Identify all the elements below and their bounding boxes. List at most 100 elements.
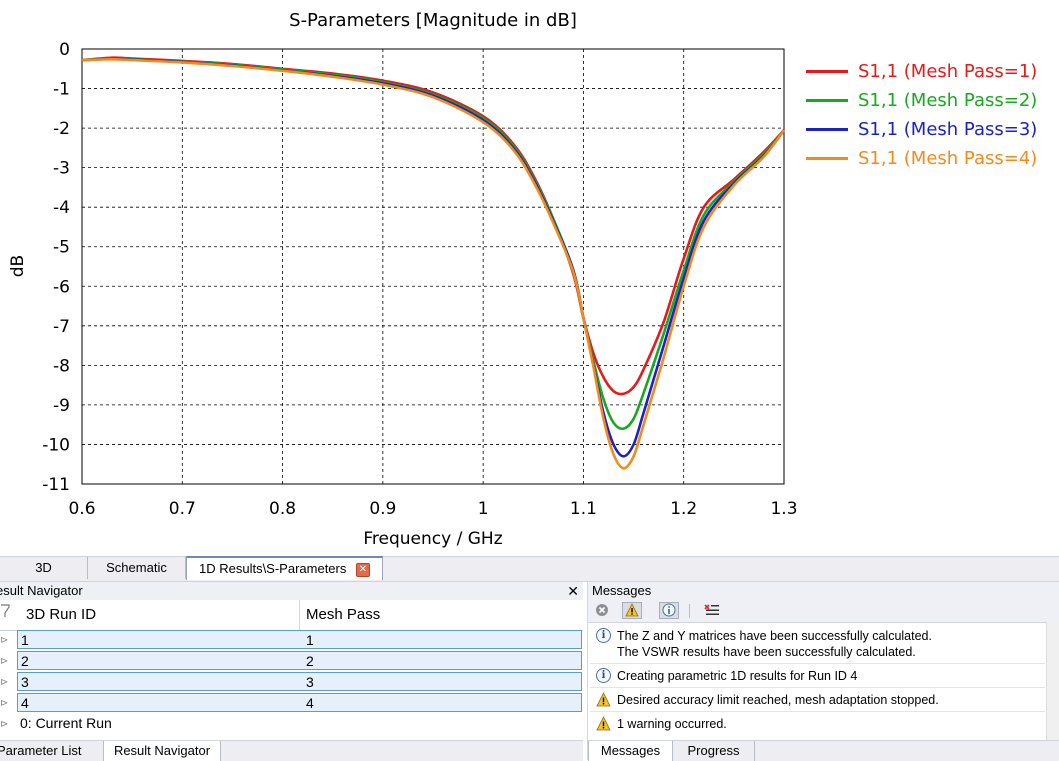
pin-icon[interactable]: ⊳	[0, 698, 9, 709]
pin-icon[interactable]: ⊳	[0, 635, 9, 646]
message-text: Desired accuracy limit reached, mesh ada…	[617, 693, 939, 707]
y-tick-label: -5	[53, 238, 70, 258]
legend-label: S1,1 (Mesh Pass=2)	[858, 90, 1038, 111]
tab-parameter-list[interactable]: Parameter List	[0, 741, 103, 761]
chart-legend: S1,1 (Mesh Pass=1) S1,1 (Mesh Pass=2) S1…	[806, 57, 1037, 173]
x-tick-label: 0.9	[369, 499, 396, 519]
panel-title: Messages	[588, 582, 1059, 600]
y-tick-label: -6	[53, 277, 70, 297]
s-parameter-chart[interactable]: 0.6 0.7 0.8 0.9 1 1.1 1.2 1.3 0 -1 -2 -3 -4 -5 -6 -7 -8 -…	[0, 0, 1059, 556]
tab-label: 3D	[35, 560, 52, 575]
toolbar-divider	[689, 604, 690, 618]
cell-mesh-pass: 4	[306, 695, 314, 711]
y-tick-label: -10	[42, 435, 70, 455]
messages-toolbar	[588, 600, 1059, 623]
y-tick-label: -11	[42, 475, 70, 495]
navigator-table-header: 3D Run ID Mesh Pass	[0, 600, 583, 631]
x-tick-label: 1.3	[770, 499, 797, 519]
tab-label: Parameter List	[0, 743, 82, 758]
chart-title: S-Parameters [Magnitude in dB]	[289, 10, 577, 31]
messages-scrollbar[interactable]	[1046, 622, 1059, 740]
x-tick-label: 1	[478, 499, 489, 519]
column-header-mesh-pass[interactable]: Mesh Pass	[306, 606, 381, 623]
x-axis-label: Frequency / GHz	[363, 529, 502, 549]
legend-label: S1,1 (Mesh Pass=3)	[858, 119, 1038, 140]
y-tick-label: -2	[53, 119, 70, 139]
navigator-bottom-tabs: Parameter List Result Navigator	[0, 740, 583, 761]
column-divider	[299, 600, 300, 630]
legend-item-mesh-pass-4[interactable]: S1,1 (Mesh Pass=4)	[806, 144, 1037, 173]
cell-run-id: 4	[21, 695, 29, 711]
table-row[interactable]: 1 1	[17, 630, 582, 649]
x-tick-label: 1.1	[570, 499, 597, 519]
legend-swatch	[806, 99, 848, 102]
cell-run-id: 1	[21, 632, 29, 648]
close-icon[interactable]: ✕	[567, 583, 579, 599]
cell-mesh-pass: 3	[306, 674, 314, 690]
panel-title: esult Navigator	[0, 583, 83, 598]
legend-item-mesh-pass-1[interactable]: S1,1 (Mesh Pass=1)	[806, 57, 1037, 86]
pin-icon[interactable]: ⊳	[0, 677, 9, 688]
legend-label: S1,1 (Mesh Pass=1)	[858, 61, 1038, 82]
x-tick-label: 0.7	[169, 499, 196, 519]
info-icon: i	[596, 628, 611, 643]
tab-label: Progress	[687, 743, 740, 758]
plot-area[interactable]: 0.6 0.7 0.8 0.9 1 1.1 1.2 1.3 0 -1 -2 -3 -4 -5 -6 -7 -8 -…	[0, 0, 1059, 556]
clear-errors-icon[interactable]	[592, 602, 612, 619]
cell-run-id: 0: Current Run	[20, 715, 112, 731]
y-axis-label: dB	[8, 255, 28, 277]
tab-3d[interactable]: 3D	[0, 557, 88, 579]
legend-label: S1,1 (Mesh Pass=4)	[858, 148, 1038, 169]
clear-messages-icon[interactable]	[702, 602, 722, 619]
legend-swatch	[806, 128, 848, 131]
table-row[interactable]: 4 4	[17, 693, 582, 712]
table-row[interactable]: 2 2	[17, 651, 582, 670]
tab-progress[interactable]: Progress	[673, 741, 755, 761]
cell-mesh-pass: 1	[306, 632, 314, 648]
filter-icon[interactable]	[0, 604, 10, 618]
plot-frame	[81, 48, 785, 485]
y-tick-label: -9	[53, 396, 70, 416]
y-tick-label: -8	[53, 356, 70, 376]
divider	[590, 687, 1045, 688]
column-header-run-id[interactable]: 3D Run ID	[26, 606, 97, 623]
info-icon: i	[596, 668, 611, 683]
x-tick-label: 0.8	[269, 499, 296, 519]
table-row-current-run[interactable]: 0: Current Run	[17, 714, 582, 733]
y-tick-label: 0	[59, 40, 70, 60]
tab-result-navigator[interactable]: Result Navigator	[103, 741, 221, 761]
tab-label: Messages	[600, 743, 661, 758]
messages-panel: Messages i The Z and Y matrices have bee…	[587, 582, 1059, 761]
table-row[interactable]: 3 3	[17, 672, 582, 691]
view-tab-bar: 3D Schematic 1D Results\S-Parameters ✕	[0, 556, 1059, 582]
message-text: The Z and Y matrices have been successfu…	[617, 629, 932, 643]
legend-swatch	[806, 157, 848, 160]
tab-schematic[interactable]: Schematic	[88, 557, 186, 579]
warning-icon	[596, 692, 611, 707]
x-tick-label: 1.2	[670, 499, 697, 519]
y-tick-label: -4	[53, 198, 70, 218]
legend-item-mesh-pass-3[interactable]: S1,1 (Mesh Pass=3)	[806, 115, 1037, 144]
y-tick-label: -1	[53, 80, 70, 100]
info-filter-icon[interactable]	[659, 602, 679, 619]
close-icon[interactable]: ✕	[356, 562, 370, 577]
message-text: The VSWR results have been successfully …	[617, 645, 916, 659]
tab-messages[interactable]: Messages	[588, 741, 673, 761]
result-navigator-panel: esult Navigator ✕ 3D Run ID Mesh Pass 1 …	[0, 582, 583, 760]
y-tick-label: -7	[53, 317, 70, 337]
cell-mesh-pass: 2	[306, 653, 314, 669]
series-line-mesh-pass-4[interactable]	[81, 57, 786, 470]
cell-run-id: 3	[21, 674, 29, 690]
tab-1d-results-s-parameters[interactable]: 1D Results\S-Parameters ✕	[186, 556, 383, 580]
tab-label: Schematic	[106, 560, 167, 575]
result-navigator-title-bar: esult Navigator ✕	[0, 582, 583, 601]
messages-bottom-tabs: Messages Progress	[588, 740, 1059, 761]
warning-filter-icon[interactable]	[622, 602, 642, 619]
pin-icon[interactable]: ⊳	[0, 656, 9, 667]
tab-label: 1D Results\S-Parameters	[198, 561, 347, 576]
x-tick-label: 0.6	[68, 499, 95, 519]
pin-icon[interactable]: ⊳	[0, 719, 9, 730]
message-text: 1 warning occurred.	[617, 717, 727, 731]
divider	[590, 663, 1045, 664]
legend-item-mesh-pass-2[interactable]: S1,1 (Mesh Pass=2)	[806, 86, 1037, 115]
